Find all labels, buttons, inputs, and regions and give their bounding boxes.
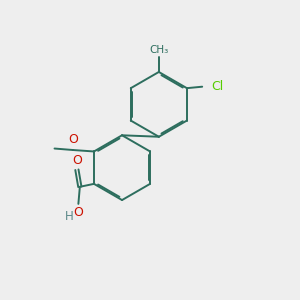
Text: Cl: Cl (211, 80, 223, 93)
Text: CH₃: CH₃ (149, 45, 169, 55)
Text: O: O (74, 206, 83, 219)
Text: H: H (64, 210, 73, 223)
Text: O: O (72, 154, 82, 167)
Text: O: O (68, 133, 78, 146)
